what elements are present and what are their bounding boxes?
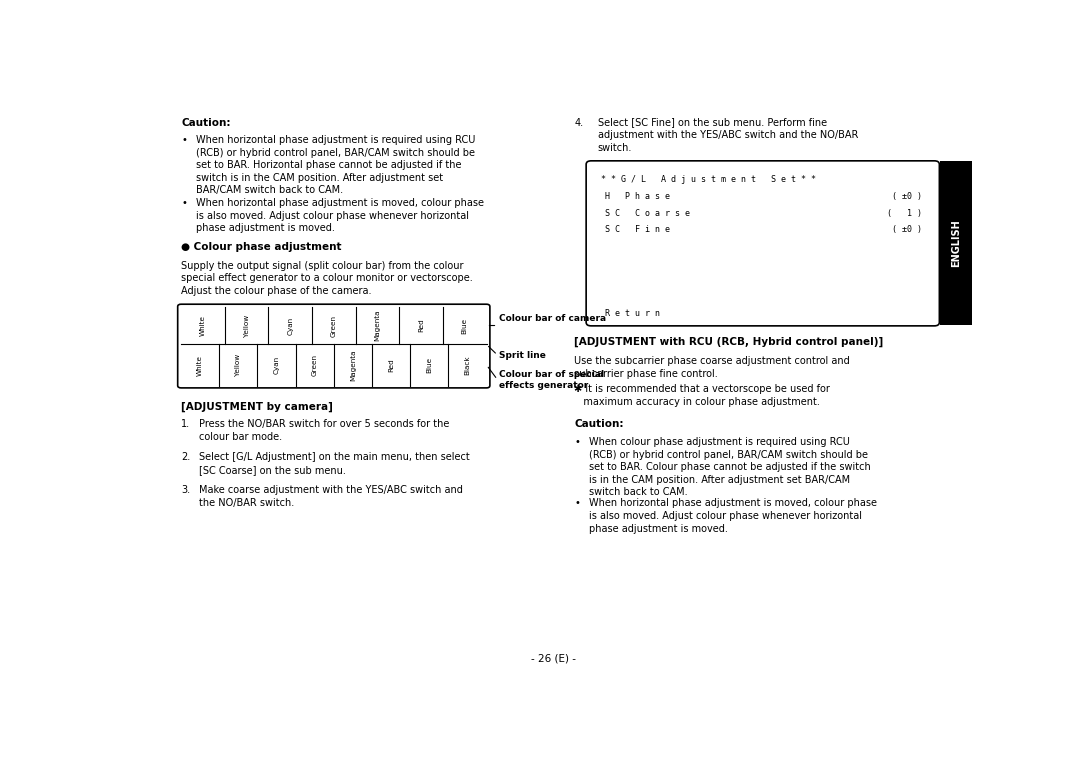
Text: When colour phase adjustment is required using RCU
(RCB) or hybrid control panel: When colour phase adjustment is required…: [590, 437, 872, 497]
Text: 2.: 2.: [181, 452, 190, 462]
Text: Caution:: Caution:: [575, 420, 624, 429]
Text: Select [G/L Adjustment] on the main menu, then select
[SC Coarse] on the sub men: Select [G/L Adjustment] on the main menu…: [200, 452, 470, 475]
Text: Press the NO/BAR switch for over 5 seconds for the
colour bar mode.: Press the NO/BAR switch for over 5 secon…: [200, 420, 450, 442]
Text: H   P h a s e: H P h a s e: [606, 192, 671, 201]
Text: When horizontal phase adjustment is required using RCU
(RCB) or hybrid control p: When horizontal phase adjustment is requ…: [197, 135, 475, 195]
Text: Blue: Blue: [427, 357, 432, 373]
Text: Yellow: Yellow: [243, 315, 249, 337]
Text: 3.: 3.: [181, 485, 190, 495]
Text: ENGLISH: ENGLISH: [951, 220, 961, 268]
Text: •: •: [575, 499, 580, 508]
Text: Supply the output signal (split colour bar) from the colour
special effect gener: Supply the output signal (split colour b…: [181, 261, 473, 296]
Text: White: White: [198, 354, 203, 375]
Text: * * G / L   A d j u s t m e n t   S e t * *: * * G / L A d j u s t m e n t S e t * *: [602, 175, 816, 184]
Text: Green: Green: [330, 315, 337, 337]
Text: When horizontal phase adjustment is moved, colour phase
is also moved. Adjust co: When horizontal phase adjustment is move…: [590, 499, 877, 534]
Text: [ADJUSTMENT by camera]: [ADJUSTMENT by camera]: [181, 402, 333, 412]
Text: Select [SC Fine] on the sub menu. Perform fine
adjustment with the YES/ABC switc: Select [SC Fine] on the sub menu. Perfor…: [598, 118, 859, 153]
Text: Colour bar of camera: Colour bar of camera: [499, 314, 606, 322]
Text: Magenta: Magenta: [350, 350, 356, 381]
FancyBboxPatch shape: [586, 161, 940, 326]
Text: When horizontal phase adjustment is moved, colour phase
is also moved. Adjust co: When horizontal phase adjustment is move…: [197, 198, 484, 233]
Text: Make coarse adjustment with the YES/ABC switch and
the NO/BAR switch.: Make coarse adjustment with the YES/ABC …: [200, 485, 463, 508]
Text: Blue: Blue: [462, 318, 468, 334]
Text: Cyan: Cyan: [287, 316, 293, 334]
Text: - 26 (E) -: - 26 (E) -: [531, 654, 576, 663]
Text: Black: Black: [464, 355, 471, 375]
Text: S C   F i n e: S C F i n e: [606, 225, 671, 234]
Text: [ADJUSTMENT with RCU (RCB, Hybrid control panel)]: [ADJUSTMENT with RCU (RCB, Hybrid contro…: [575, 337, 883, 347]
Text: Sprit line: Sprit line: [499, 350, 546, 359]
Bar: [941, 161, 972, 325]
Text: (   1 ): ( 1 ): [887, 209, 922, 218]
Text: Colour bar of special
effects generator: Colour bar of special effects generator: [499, 369, 604, 390]
Text: Use the subcarrier phase coarse adjustment control and
subcarrier phase fine con: Use the subcarrier phase coarse adjustme…: [575, 356, 850, 378]
Text: Cyan: Cyan: [273, 356, 280, 374]
Text: Red: Red: [388, 358, 394, 372]
Text: S C   C o a r s e: S C C o a r s e: [606, 209, 690, 218]
Text: Caution:: Caution:: [181, 118, 230, 128]
FancyBboxPatch shape: [178, 304, 490, 388]
Text: ● Colour phase adjustment: ● Colour phase adjustment: [181, 242, 341, 252]
Text: ✱ It is recommended that a vectorscope be used for
   maximum accuracy in colour: ✱ It is recommended that a vectorscope b…: [575, 385, 831, 407]
Text: R e t u r n: R e t u r n: [606, 309, 660, 318]
Text: •: •: [575, 437, 580, 447]
Text: •: •: [181, 198, 187, 208]
Text: Green: Green: [312, 354, 318, 376]
Text: 1.: 1.: [181, 420, 190, 429]
Text: 4.: 4.: [575, 118, 583, 128]
Text: Magenta: Magenta: [375, 310, 380, 341]
Text: •: •: [181, 135, 187, 145]
Text: ( ±0 ): ( ±0 ): [892, 225, 922, 234]
Text: ( ±0 ): ( ±0 ): [892, 192, 922, 201]
Text: Red: Red: [418, 318, 424, 332]
Text: Yellow: Yellow: [235, 354, 241, 376]
Text: White: White: [200, 315, 206, 336]
